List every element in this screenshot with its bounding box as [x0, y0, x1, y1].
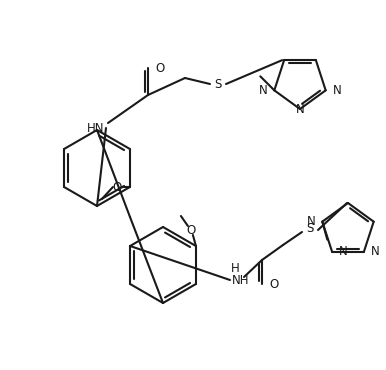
Text: HN: HN	[86, 121, 104, 135]
Text: N: N	[296, 103, 305, 116]
Text: O: O	[112, 181, 122, 194]
Text: N: N	[306, 215, 315, 228]
Text: O: O	[186, 223, 196, 236]
Text: S: S	[306, 222, 314, 235]
Text: O: O	[155, 61, 164, 74]
Text: H: H	[230, 262, 239, 275]
Text: S: S	[214, 77, 222, 91]
Text: N: N	[333, 84, 342, 97]
Text: N: N	[259, 84, 267, 97]
Text: N: N	[371, 245, 379, 258]
Text: O: O	[269, 278, 278, 290]
Text: N: N	[339, 245, 348, 258]
Text: NH: NH	[232, 273, 249, 286]
